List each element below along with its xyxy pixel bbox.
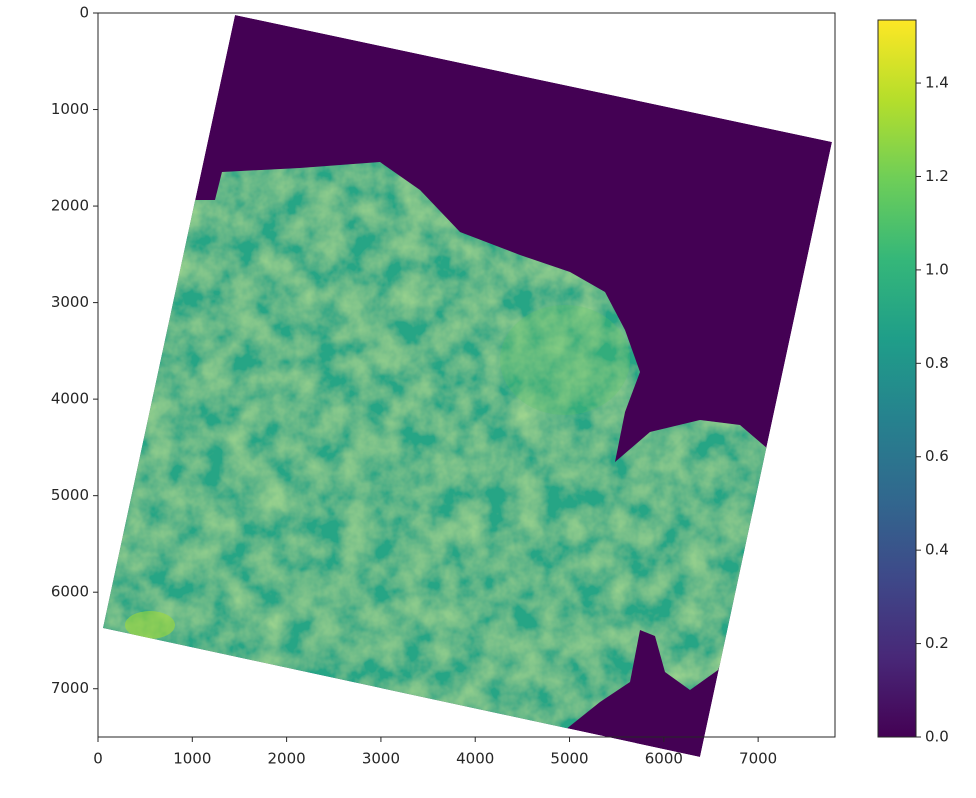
colorbar [878,20,916,737]
colorbar-tick-label: 0.0 [925,728,949,746]
page: {"chart_data": {"type": "image", "colorm… [0,0,976,798]
x-tick-label: 2000 [268,750,306,768]
colorbar-tick-label: 0.2 [925,634,949,652]
colorbar-tick-label: 0.8 [925,354,949,372]
colorbar-tick-label: 1.4 [925,74,949,92]
image-feature [125,611,175,639]
y-tick-label: 1000 [51,100,89,118]
y-tick-label: 7000 [51,679,89,697]
y-tick-label: 0 [79,4,89,22]
x-tick-label: 0 [93,750,103,768]
x-tick-label: 4000 [456,750,494,768]
image [90,15,832,757]
colorbar-tick-label: 0.4 [925,541,949,559]
x-tick-label: 3000 [362,750,400,768]
colorbar-tick-label: 0.6 [925,447,949,465]
y-tick-label: 6000 [51,583,89,601]
x-tick-label: 5000 [550,750,588,768]
x-tick-label: 6000 [645,750,683,768]
colorbar-tick-label: 1.2 [925,167,949,185]
y-tick-label: 4000 [51,390,89,408]
chart: 0 1000 2000 3000 4000 5000 6000 7000 0 1000 2000 30… [0,0,976,798]
x-tick-label: 7000 [739,750,777,768]
y-tick-label: 3000 [51,293,89,311]
colorbar-tick-label: 1.0 [925,260,949,278]
y-tick-label: 2000 [51,197,89,215]
y-tick-label: 5000 [51,486,89,504]
image-feature [500,305,630,415]
x-tick-label: 1000 [173,750,211,768]
